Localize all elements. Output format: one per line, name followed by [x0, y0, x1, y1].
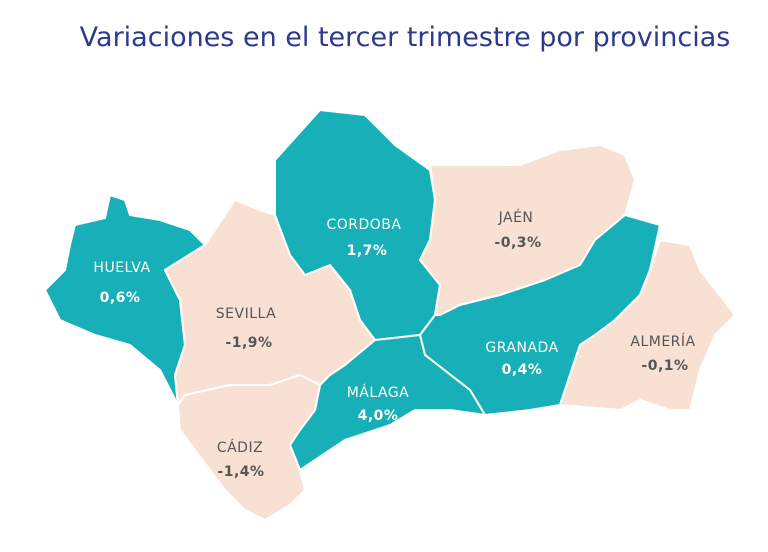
region-name: CÁDIZ — [217, 439, 263, 456]
region-name: ALMERÍA — [630, 333, 695, 350]
region-name: CORDOBA — [326, 217, 401, 233]
region-value: -1,4% — [217, 464, 264, 480]
region-value: 0,4% — [502, 362, 543, 378]
region-name: GRANADA — [485, 340, 558, 356]
region-value: -1,9% — [225, 335, 272, 351]
region — [177, 374, 321, 521]
region — [559, 239, 736, 411]
regions — [44, 109, 736, 521]
region-value: 4,0% — [358, 408, 399, 424]
labels: HUELVA 0,6% SEVILLA -1,9% CORDOBA 1,7% J… — [93, 209, 695, 480]
map-title: Variaciones en el tercer trimestre por p… — [80, 22, 731, 53]
region-name: SEVILLA — [216, 306, 276, 322]
region-name: JAÉN — [498, 209, 534, 226]
region-value: -0,1% — [641, 358, 688, 374]
region-value: 1,7% — [347, 243, 388, 259]
region-name: HUELVA — [93, 260, 150, 276]
region-name: MÁLAGA — [347, 384, 410, 401]
region — [289, 334, 486, 471]
region-value: -0,3% — [494, 235, 541, 251]
region-value: 0,6% — [100, 290, 141, 306]
